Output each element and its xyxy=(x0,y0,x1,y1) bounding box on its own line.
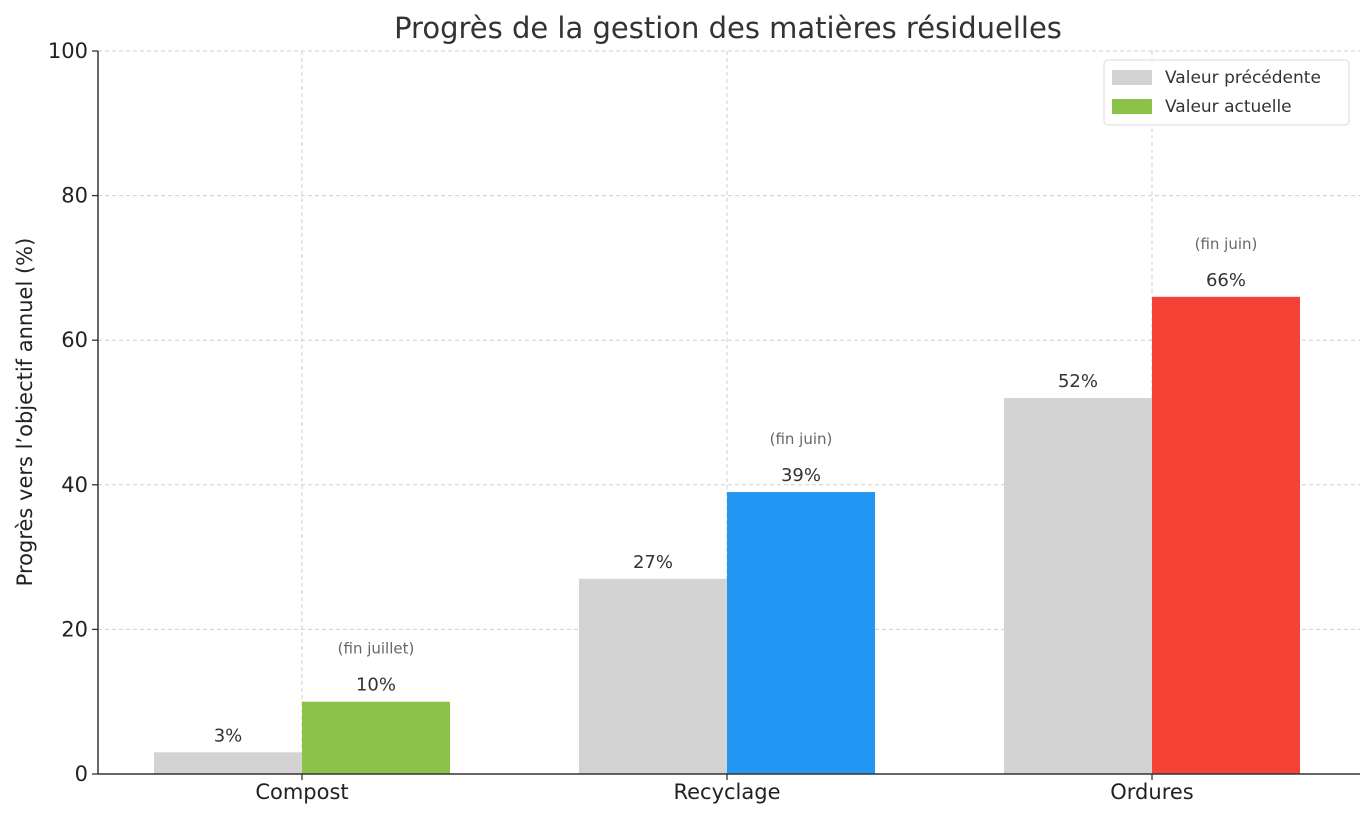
axes: 0 20 40 60 80 100 Compost Recyclage Ordures xyxy=(48,39,1360,804)
x-tick-label: Recyclage xyxy=(673,780,780,804)
date-note: (fin juillet) xyxy=(338,640,415,658)
value-label-current: 10% xyxy=(356,675,396,696)
legend-label-current: Valeur actuelle xyxy=(1165,97,1292,117)
bar-previous-recyclage xyxy=(579,578,727,774)
y-axis-label: Progrès vers l’objectif annuel (%) xyxy=(13,238,37,587)
x-tick-label: Ordures xyxy=(1110,780,1193,804)
value-labels: 3% 10% (fin juillet) 27% 39% (fin juin) 52% 66%… xyxy=(214,235,1258,746)
legend-swatch-previous xyxy=(1112,70,1152,85)
bar-previous-ordures xyxy=(1004,398,1152,774)
chart-title: Progrès de la gestion des matières résid… xyxy=(394,11,1062,45)
value-label-previous: 52% xyxy=(1058,371,1098,392)
bar-current-ordures xyxy=(1152,296,1300,774)
y-tick-label: 60 xyxy=(61,328,88,352)
bar-current-compost xyxy=(302,701,450,774)
date-note: (fin juin) xyxy=(770,430,833,448)
x-tick-label: Compost xyxy=(255,780,348,804)
y-tick-label: 0 xyxy=(75,762,88,786)
value-label-previous: 27% xyxy=(633,552,673,573)
bars xyxy=(154,296,1300,774)
value-label-previous: 3% xyxy=(214,725,243,746)
bar-current-recyclage xyxy=(727,492,875,774)
legend-box xyxy=(1103,59,1350,126)
legend: Valeur précédente Valeur actuelle xyxy=(1103,59,1350,126)
legend-label-previous: Valeur précédente xyxy=(1165,68,1321,88)
date-note: (fin juin) xyxy=(1195,235,1258,253)
value-label-current: 66% xyxy=(1206,270,1246,291)
bar-previous-compost xyxy=(154,752,302,774)
value-label-current: 39% xyxy=(781,465,821,486)
y-tick-label: 80 xyxy=(61,184,88,208)
y-tick-label: 100 xyxy=(48,39,88,63)
y-tick-label: 40 xyxy=(61,473,88,497)
y-tick-label: 20 xyxy=(61,617,88,641)
legend-swatch-current xyxy=(1112,99,1152,114)
